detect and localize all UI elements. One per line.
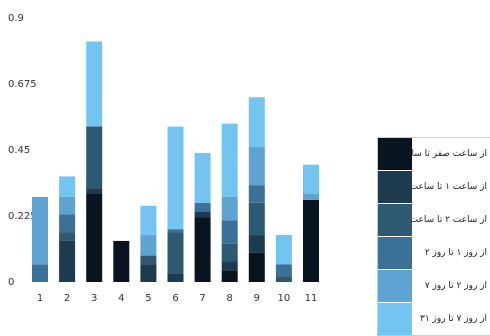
legend-item: از روز ۷ تا روز ۳۱	[378, 303, 490, 335]
bar-segment-cat2-series2	[59, 240, 76, 282]
bar-segment-cat10-series4	[275, 264, 292, 277]
legend-label: از ساعت صفر تا ساعت ۱	[412, 149, 487, 159]
x-tick-label: 8	[227, 293, 233, 304]
legend-item: از روز ۲ تا روز ۷	[378, 270, 490, 303]
legend-swatch	[378, 138, 412, 170]
bar-segment-cat9-series3	[248, 202, 265, 236]
x-tick-label: 4	[118, 293, 124, 304]
y-tick-label: 0.675	[8, 79, 37, 90]
bar-segment-cat2-series3	[59, 232, 76, 241]
x-tick-label: 10	[278, 293, 291, 304]
bar-segment-cat8-series6	[221, 123, 238, 197]
legend-label: از روز ۲ تا روز ۷	[424, 281, 487, 291]
bar-segment-cat9-series1	[248, 252, 265, 282]
bar-segment-cat7-series1	[194, 217, 211, 282]
y-tick-label: 0.225	[8, 211, 37, 222]
bar-segment-cat7-series4	[194, 202, 211, 212]
legend-swatch	[378, 237, 412, 269]
bar-segment-cat5-series3	[140, 255, 157, 265]
legend-item: از ساعت ۱ تا ساعت ۲	[378, 171, 490, 204]
bar-segment-cat11-series1	[303, 199, 319, 282]
bar-segment-cat5-series2	[140, 264, 157, 282]
bar-segment-cat3-series3	[86, 126, 103, 189]
legend-item: از ساعت ۲ تا ساعت ۲۴	[378, 204, 490, 237]
bar-segment-cat8-series3	[221, 243, 238, 262]
x-tick-label: 9	[254, 293, 260, 304]
bar-segment-cat10-series3	[275, 276, 292, 282]
legend-item: از روز ۱ تا روز ۲	[378, 237, 490, 270]
bar-segment-cat2-series6	[59, 176, 76, 197]
x-tick-label: 5	[145, 293, 151, 304]
bar-segment-cat8-series2	[221, 261, 238, 271]
bar-segment-cat11-series5	[303, 194, 319, 200]
bar-segment-cat4-series1	[113, 240, 130, 282]
y-tick-label: 0	[8, 277, 14, 288]
legend-swatch	[378, 303, 412, 335]
legend-swatch	[378, 171, 412, 203]
legend-swatch	[378, 204, 412, 236]
bar-segment-cat10-series6	[275, 235, 292, 265]
bar-segment-cat8-series4	[221, 220, 238, 244]
bar-segment-cat8-series5	[221, 196, 238, 221]
bar-segment-cat11-series6	[303, 164, 319, 194]
bar-segment-cat3-series2	[86, 188, 103, 194]
bar-segment-cat3-series1	[86, 194, 103, 282]
legend-label: از ساعت ۱ تا ساعت ۲	[412, 182, 487, 192]
bar-segment-cat1-series5	[32, 196, 48, 265]
bar-segment-cat7-series2	[194, 211, 211, 218]
x-tick-label: 7	[199, 293, 205, 304]
bar-segment-cat6-series6	[167, 126, 184, 230]
bar-segment-cat9-series6	[248, 97, 265, 148]
bar-segment-cat5-series6	[140, 205, 157, 236]
legend-item: از ساعت صفر تا ساعت ۱	[378, 138, 490, 171]
x-tick-label: 11	[305, 293, 318, 304]
bar-segment-cat9-series5	[248, 147, 265, 186]
bar-segment-cat6-series3	[167, 232, 184, 274]
bar-segment-cat9-series2	[248, 235, 265, 253]
x-tick-label: 2	[64, 293, 70, 304]
bar-segment-cat3-series6	[86, 41, 103, 127]
y-tick-label: 0.9	[8, 13, 24, 24]
bar-segment-cat1-series4	[32, 264, 48, 282]
bar-segment-cat6-series4	[167, 229, 184, 233]
bar-segment-cat2-series5	[59, 196, 76, 215]
bar-segment-cat8-series1	[221, 270, 238, 282]
bar-segment-cat6-series2	[167, 273, 184, 282]
legend-swatch	[378, 270, 412, 302]
chart-legend: از ساعت صفر تا ساعت ۱ از ساعت ۱ تا ساعت ۲…	[377, 137, 490, 336]
stacked-bar-chart: 0 0.225 0.45 0.675 0.9 1 2 3 4 5 6 7 8 9 10 11	[8, 13, 319, 304]
legend-label: از روز ۷ تا روز ۳۱	[420, 314, 487, 324]
bar-segment-cat9-series4	[248, 185, 265, 203]
legend-label: از ساعت ۲ تا ساعت ۲۴	[412, 215, 487, 225]
bar-segment-cat5-series5	[140, 235, 157, 256]
x-tick-label: 1	[37, 293, 43, 304]
bar-segment-cat2-series4	[59, 214, 76, 233]
bar-segment-cat7-series6	[194, 152, 211, 203]
y-tick-label: 0.45	[8, 145, 30, 156]
x-tick-label: 6	[172, 293, 178, 304]
x-tick-label: 3	[91, 293, 97, 304]
legend-label: از روز ۱ تا روز ۲	[424, 248, 487, 258]
